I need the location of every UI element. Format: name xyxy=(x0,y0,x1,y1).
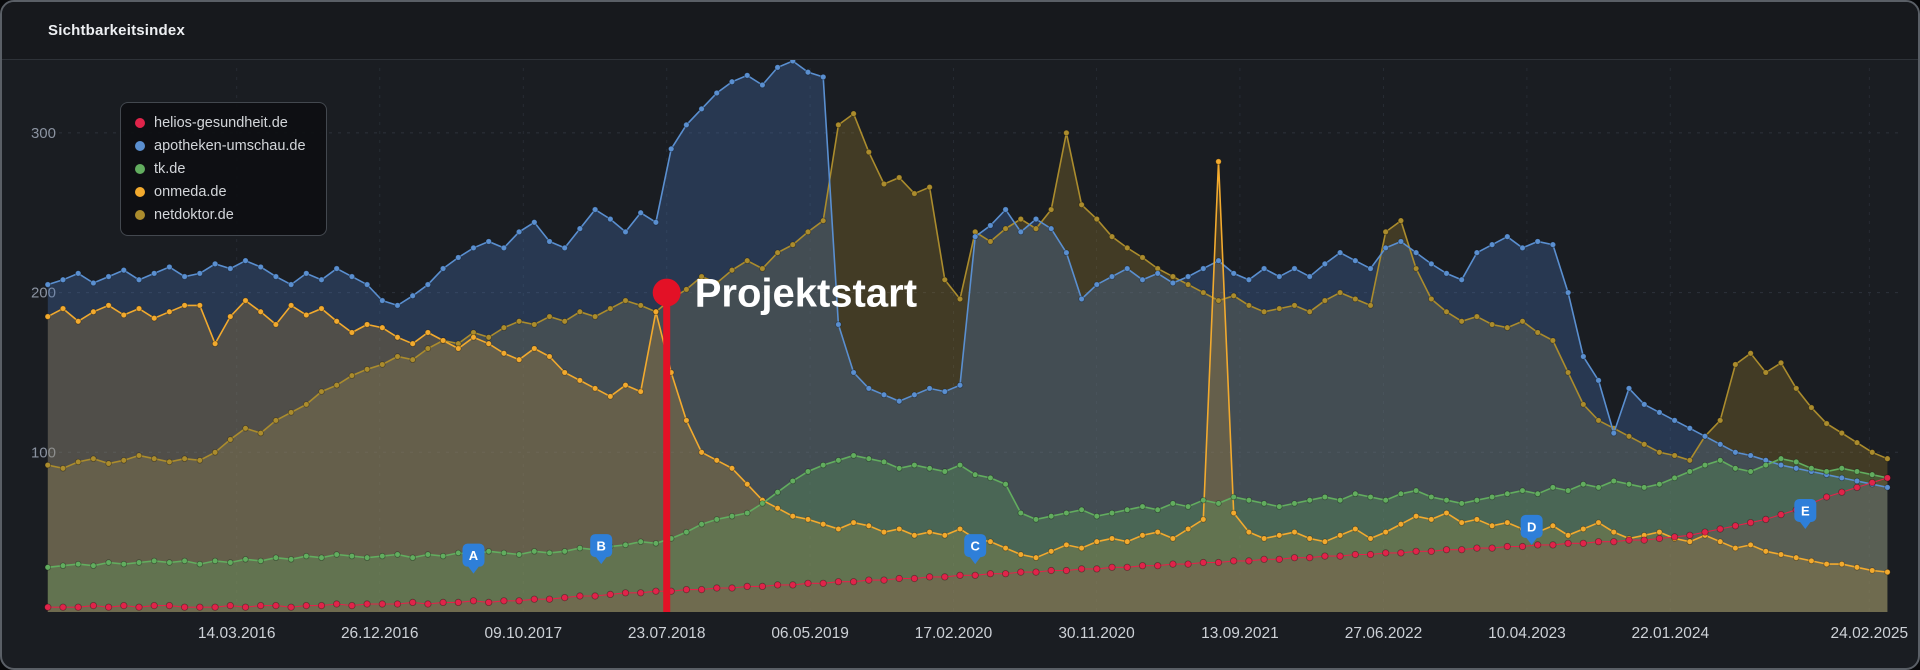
event-pin-label: B xyxy=(597,539,606,554)
x-axis-label: 22.01.2024 xyxy=(1632,625,1710,642)
x-axis-label: 27.06.2022 xyxy=(1345,625,1423,642)
x-axis-label: 13.09.2021 xyxy=(1201,625,1279,642)
legend-color-dot xyxy=(135,118,145,128)
legend-item-onmeda.de[interactable]: onmeda.de xyxy=(135,184,306,200)
legend-item-tk.de[interactable]: tk.de xyxy=(135,161,306,177)
event-pin-label: A xyxy=(469,548,479,563)
legend-item-label: netdoktor.de xyxy=(154,207,234,223)
x-axis-label: 17.02.2020 xyxy=(915,625,993,642)
panel-title: Sichtbarkeitsindex xyxy=(48,22,185,39)
event-pin-pointer xyxy=(969,556,982,565)
event-pin-E[interactable]: E xyxy=(1794,498,1817,529)
event-pin-box xyxy=(1520,514,1543,538)
legend-item-label: helios-gesundheit.de xyxy=(154,115,288,131)
series-apotheken-umschau.de xyxy=(44,60,1891,491)
chart-legend: helios-gesundheit.de apotheken-umschau.de… xyxy=(120,102,327,236)
panel-header: Sichtbarkeitsindex xyxy=(2,2,1918,60)
series-tk.de xyxy=(44,452,1891,571)
legend-item-netdoktor.de[interactable]: netdoktor.de xyxy=(135,207,306,223)
annotation-label: Projektstart xyxy=(695,272,917,316)
legend-color-dot xyxy=(135,210,145,220)
series-netdoktor.de xyxy=(44,110,1891,472)
x-axis-label: 09.10.2017 xyxy=(485,625,563,642)
y-axis-label: 200 xyxy=(31,285,56,302)
annotation-projektstart: Projektstart xyxy=(652,272,917,612)
event-pin-label: D xyxy=(1527,519,1536,534)
event-pin-D[interactable]: D xyxy=(1520,514,1543,545)
y-axis-label: 100 xyxy=(31,444,56,461)
series-helios-gesundheit.de xyxy=(44,474,1892,611)
legend-color-dot xyxy=(135,164,145,174)
annotation-marker-dot xyxy=(652,278,681,307)
event-pin-pointer xyxy=(595,556,608,565)
area-onmeda.de xyxy=(47,161,1888,612)
x-axis-label: 10.04.2023 xyxy=(1488,625,1566,642)
legend-item-label: tk.de xyxy=(154,161,186,177)
legend-item-label: apotheken-umschau.de xyxy=(154,138,306,154)
event-pin-label: C xyxy=(971,539,981,554)
x-axis-label: 24.02.2025 xyxy=(1831,625,1909,642)
series-onmeda.de xyxy=(44,158,1891,576)
event-pin-box xyxy=(462,543,485,567)
event-pin-A[interactable]: A xyxy=(462,543,485,574)
y-axis-label: 300 xyxy=(31,125,56,142)
event-pin-label: E xyxy=(1801,503,1810,518)
area-helios-gesundheit.de xyxy=(47,477,1888,612)
event-pin-pointer xyxy=(467,565,480,574)
event-pin-pointer xyxy=(1525,536,1538,545)
legend-item-label: onmeda.de xyxy=(154,184,227,200)
event-pin-pointer xyxy=(1799,520,1812,529)
legend-item-apotheken-umschau.de[interactable]: apotheken-umschau.de xyxy=(135,138,306,154)
legend-item-helios-gesundheit.de[interactable]: helios-gesundheit.de xyxy=(135,115,306,131)
x-axis-label: 30.11.2020 xyxy=(1058,625,1135,642)
legend-color-dot xyxy=(135,141,145,151)
event-pin-box xyxy=(590,534,613,558)
event-pin-C[interactable]: C xyxy=(964,534,987,565)
visibility-chart[interactable]: 100 200 300 14.03.2016 26.12.2016 09.10.2017 2… xyxy=(2,60,1920,670)
x-axis-label: 14.03.2016 xyxy=(198,625,276,642)
event-pin-box xyxy=(1794,498,1817,522)
x-axis-label: 26.12.2016 xyxy=(341,625,419,642)
area-apotheken-umschau.de xyxy=(47,61,1888,612)
x-axis-label: 06.05.2019 xyxy=(771,625,849,642)
legend-color-dot xyxy=(135,187,145,197)
x-axis-label: 23.07.2018 xyxy=(628,625,706,642)
event-pin-box xyxy=(964,534,987,558)
chart-area: 100 200 300 14.03.2016 26.12.2016 09.10.2017 2… xyxy=(2,60,1920,670)
event-pin-B[interactable]: B xyxy=(590,534,613,565)
area-netdoktor.de xyxy=(47,113,1888,612)
